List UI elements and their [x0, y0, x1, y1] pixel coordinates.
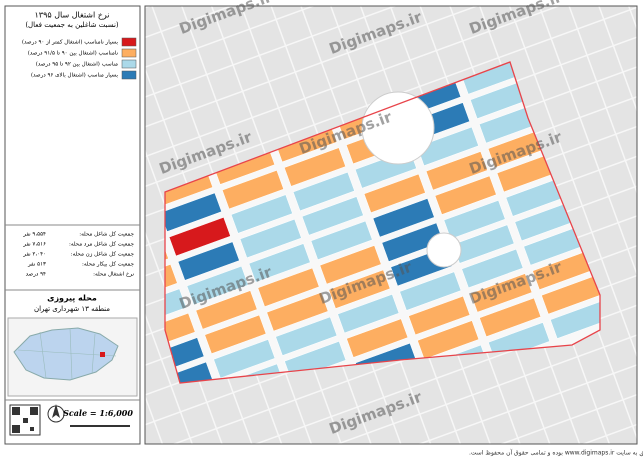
north-pointer — [52, 404, 60, 418]
inset-location — [100, 352, 105, 357]
block — [328, 269, 391, 309]
block — [363, 173, 426, 213]
block — [550, 299, 600, 339]
stat-value: ۷،۵۱۶ نفر — [22, 242, 46, 248]
qr-cell — [30, 407, 38, 415]
block — [165, 288, 187, 328]
stat-value: ۹،۵۵۴ نفر — [22, 232, 46, 238]
legend: بسیار نامناسب (اشتغال کمتر از ۹۰ درصد) نا… — [22, 37, 137, 80]
block — [319, 245, 382, 285]
block — [186, 265, 249, 306]
stats: جمعیت کل شاغل محله: ۹،۵۵۴ نفر جمعیت کل شاغ… — [22, 231, 134, 278]
block — [283, 147, 346, 187]
block — [292, 171, 355, 212]
legend-swatch — [121, 70, 137, 80]
block — [461, 248, 524, 289]
qr-cell — [12, 407, 20, 415]
legend-swatch — [121, 48, 137, 58]
block — [168, 216, 231, 257]
qr-cell — [12, 425, 20, 433]
block — [257, 267, 320, 307]
north-arrow — [47, 404, 65, 423]
stat-label: نرخ اشتغال محله: — [93, 272, 134, 278]
block — [165, 263, 178, 304]
block — [204, 314, 267, 354]
legend-label: نامناسب (اشتغال بین ۹۰ تا ۹۱/۵ درصد) — [28, 51, 119, 57]
block — [165, 361, 214, 383]
area-boundary — [164, 61, 601, 384]
district: منطقه ۱۳ شهرداری تهران — [34, 305, 110, 313]
block — [275, 316, 338, 356]
legend-swatch — [121, 59, 137, 69]
legend-subtitle: (نسبت شاغلین به جمعیت فعال) — [25, 21, 119, 29]
block — [479, 297, 542, 337]
stat-value: ۹۴ درصد — [26, 272, 46, 278]
inset-city — [13, 327, 119, 381]
square — [361, 91, 435, 165]
block — [443, 199, 506, 240]
stat-value: ۵۱۳ نفر — [27, 262, 46, 268]
legend-label: مناسب (اشتغال بین ۹۲ تا ۹۵ درصد) — [36, 62, 118, 68]
block — [337, 294, 400, 334]
stat-value: ۲،۰۴۰ نفر — [22, 252, 46, 258]
block — [434, 175, 497, 215]
block — [372, 198, 435, 238]
legend-label: بسیار نامناسب (اشتغال کمتر از ۹۰ درصد) — [22, 39, 119, 46]
block — [417, 320, 480, 360]
stat-label: جمعیت کل شاغل مرد محله: — [69, 241, 134, 248]
block — [213, 339, 276, 379]
block — [266, 292, 329, 332]
neighborhood: محله پیروزی — [47, 294, 97, 303]
square — [426, 232, 462, 268]
scale: Scale = 1:6,000 — [63, 408, 133, 418]
footer: مجوز: کلیه حقوق این محصول متعلق به سایت … — [469, 448, 643, 457]
block — [310, 220, 373, 260]
block — [239, 218, 302, 259]
block — [470, 273, 533, 313]
block — [248, 243, 311, 283]
block — [221, 169, 284, 210]
qr-cell — [23, 418, 28, 423]
block — [425, 151, 488, 191]
legend-swatch — [121, 37, 137, 47]
inset-districts — [17, 327, 117, 381]
block — [177, 241, 240, 281]
block — [230, 194, 293, 234]
stat-label: جمعیت کل بیکار محله: — [82, 261, 134, 268]
block — [381, 222, 444, 262]
block — [408, 295, 471, 336]
block — [165, 192, 222, 232]
stat-label: جمعیت کل شاغل زن محله: — [71, 251, 134, 258]
qr-code — [9, 404, 41, 436]
stat-label: جمعیت کل شاغل محله: — [79, 231, 134, 238]
legend-label: بسیار مناسب (اشتغال بالای ۹۶ درصد) — [31, 73, 119, 79]
block — [346, 318, 409, 358]
block — [301, 196, 364, 236]
legend-title: نرخ اشتغال سال ۱۳۹۵ — [34, 11, 109, 20]
qr-cell — [30, 427, 34, 431]
block — [195, 290, 258, 330]
block — [399, 271, 462, 311]
